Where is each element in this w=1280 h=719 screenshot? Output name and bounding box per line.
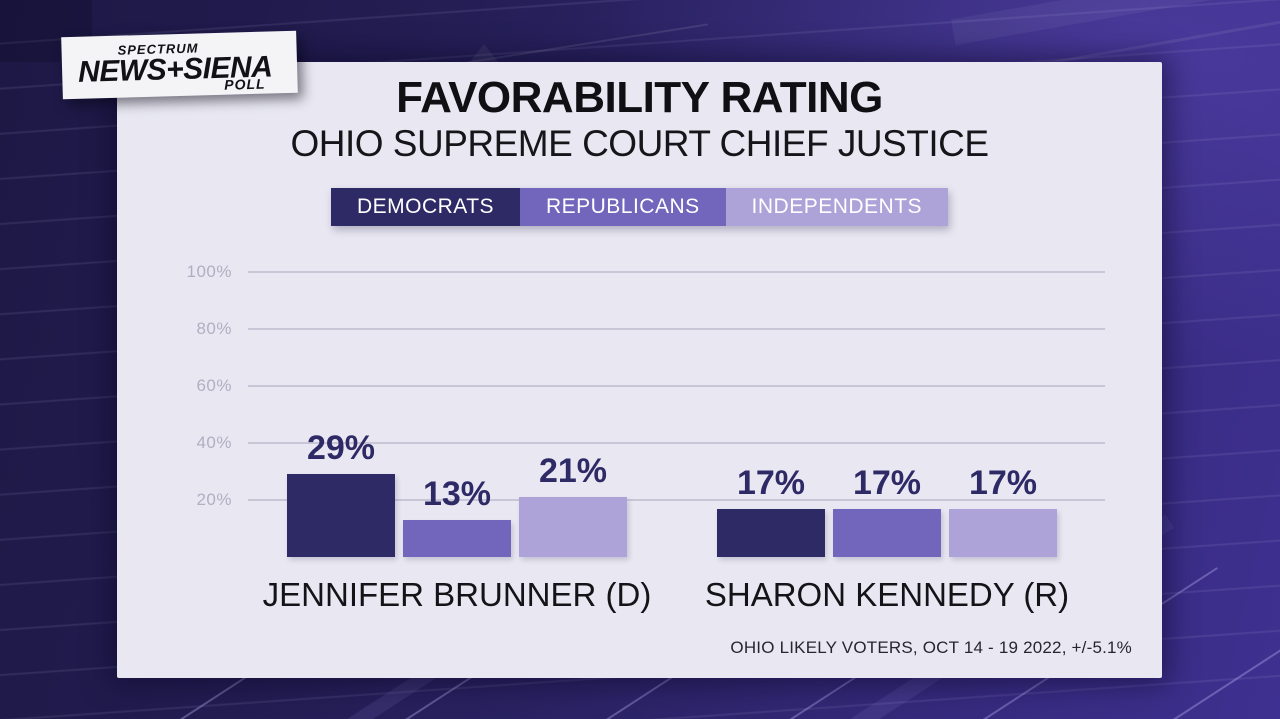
y-gridline — [248, 442, 1105, 444]
bar-value-label: 13% — [422, 475, 492, 513]
bar-independents — [519, 497, 627, 557]
category-label: JENNIFER BRUNNER (D) — [262, 576, 652, 613]
bar-democrats — [717, 509, 825, 557]
bar-value-label: 17% — [968, 464, 1038, 502]
bg-star-tip — [470, 44, 498, 62]
y-tick-label: 100% — [186, 262, 232, 281]
y-tick-label: 80% — [196, 319, 232, 338]
chart-subtitle: OHIO SUPREME COURT CHIEF JUSTICE — [290, 123, 989, 164]
logo-poll-text: POLL — [224, 75, 266, 93]
y-tick-label: 20% — [196, 490, 232, 509]
legend-item-independents: INDEPENDENTS — [725, 188, 948, 226]
y-gridline — [248, 328, 1105, 330]
bar-value-label: 17% — [736, 464, 806, 502]
y-tick-label: 60% — [196, 376, 232, 395]
chart-card: FAVORABILITY RATING OHIO SUPREME COURT C… — [117, 62, 1162, 678]
y-gridline — [248, 385, 1105, 387]
y-tick-label: 40% — [196, 433, 232, 452]
chart-layer: 100% 80% 60% 40% 20% 29% 13% 21% JENNIFER BRUNNE… — [117, 62, 1162, 678]
bar-independents — [949, 509, 1057, 557]
legend-item-democrats: DEMOCRATS — [331, 188, 520, 226]
bar-value-label: 17% — [852, 464, 922, 502]
bar-republicans — [833, 509, 941, 557]
y-gridline — [248, 271, 1105, 273]
legend: DEMOCRATS REPUBLICANS INDEPENDENTS — [331, 188, 948, 226]
bar-republicans — [403, 520, 511, 557]
y-gridline — [248, 499, 1105, 501]
chart-title: FAVORABILITY RATING — [396, 73, 883, 122]
category-label: SHARON KENNEDY (R) — [704, 576, 1070, 613]
bar-democrats — [287, 474, 395, 557]
spectrum-siena-logo: SPECTRUM NEWS+SIENA POLL — [61, 30, 298, 100]
bar-value-label: 21% — [538, 452, 608, 490]
bar-value-label: 29% — [306, 429, 376, 467]
source-note: OHIO LIKELY VOTERS, OCT 14 - 19 2022, +/… — [730, 638, 1132, 657]
legend-item-republicans: REPUBLICANS — [520, 188, 726, 226]
